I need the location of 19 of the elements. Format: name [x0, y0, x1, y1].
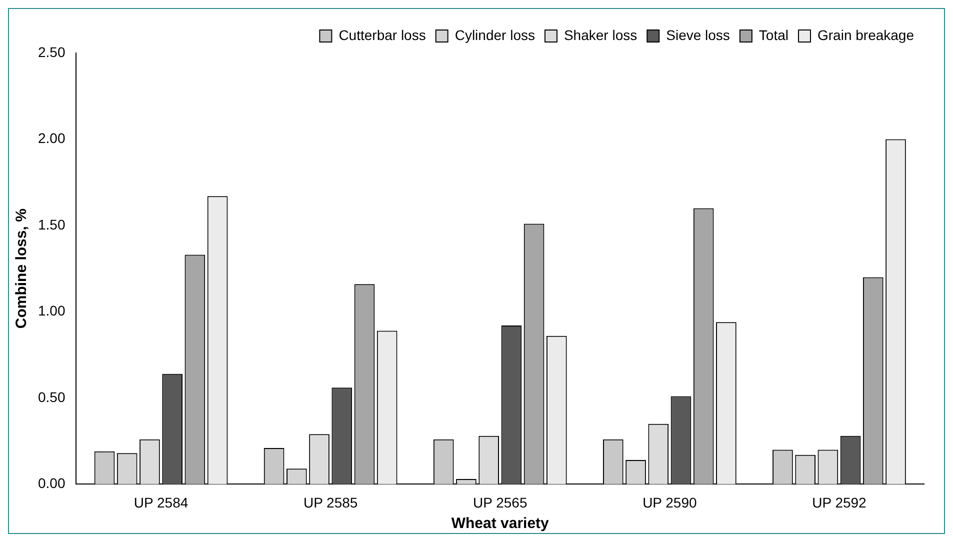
- y-tick-label: 0.00: [38, 475, 66, 492]
- y-tick-label: 1.50: [38, 216, 66, 232]
- x-tick-label: UP 2585: [303, 494, 358, 510]
- legend-label: Grain breakage: [817, 26, 914, 43]
- x-tick-label: UP 2565: [473, 494, 528, 510]
- y-axis-title: Combine loss, %: [13, 208, 30, 329]
- legend-label: Sieve loss: [666, 26, 730, 43]
- y-tick-label: 2.50: [38, 44, 66, 60]
- legend-label: Total: [758, 26, 789, 43]
- y-tick-label: 2.00: [38, 130, 66, 146]
- y-tick-label: 1.00: [38, 302, 66, 319]
- x-tick-label: UP 2590: [642, 494, 697, 510]
- legend-label: Shaker loss: [564, 26, 638, 43]
- y-tick-label: 0.50: [38, 388, 66, 405]
- legend-label: Cylinder loss: [454, 26, 535, 43]
- legend-label: Cutterbar loss: [338, 26, 426, 43]
- x-axis-title: Wheat variety: [451, 515, 550, 532]
- x-tick-label: UP 2584: [134, 494, 188, 510]
- x-tick-label: UP 2592: [812, 494, 867, 510]
